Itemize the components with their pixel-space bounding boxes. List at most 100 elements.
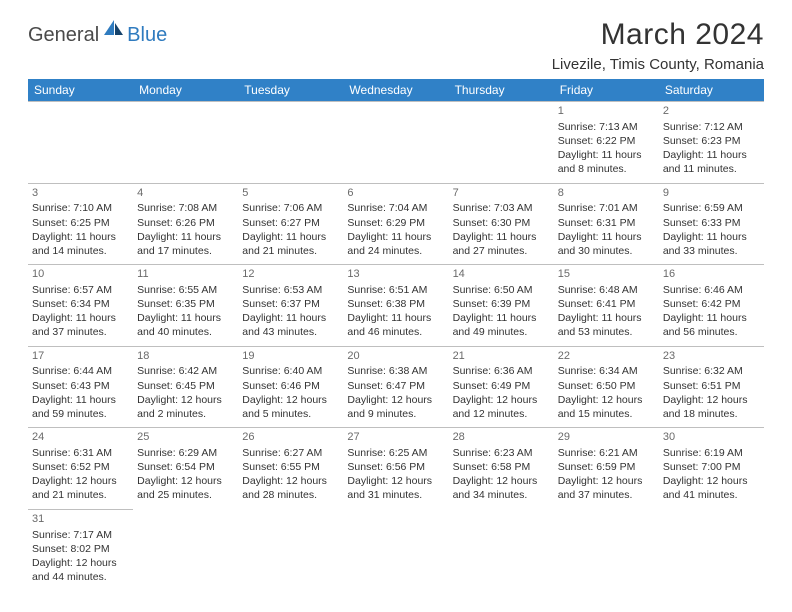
calendar-row: 10Sunrise: 6:57 AMSunset: 6:34 PMDayligh…: [28, 265, 764, 347]
day-number: 23: [663, 349, 760, 364]
calendar-cell: 3Sunrise: 7:10 AMSunset: 6:25 PMDaylight…: [28, 183, 133, 265]
logo: General Blue: [28, 24, 167, 47]
sunrise-text: Sunrise: 7:01 AM: [558, 201, 655, 215]
daylight-text: Daylight: 12 hours: [663, 393, 760, 407]
day-number: 27: [347, 430, 444, 445]
daylight-text: Daylight: 12 hours: [453, 393, 550, 407]
daylight-text: Daylight: 12 hours: [347, 393, 444, 407]
calendar-cell: 25Sunrise: 6:29 AMSunset: 6:54 PMDayligh…: [133, 428, 238, 510]
calendar-cell: [554, 509, 659, 590]
col-tuesday: Tuesday: [238, 79, 343, 102]
calendar-row: 31Sunrise: 7:17 AMSunset: 8:02 PMDayligh…: [28, 509, 764, 590]
daylight-text: Daylight: 11 hours: [558, 311, 655, 325]
daylight-text: and 33 minutes.: [663, 244, 760, 258]
daylight-text: Daylight: 11 hours: [453, 311, 550, 325]
sunrise-text: Sunrise: 6:29 AM: [137, 446, 234, 460]
day-number: 13: [347, 267, 444, 282]
sunrise-text: Sunrise: 7:10 AM: [32, 201, 129, 215]
sunset-text: Sunset: 6:51 PM: [663, 379, 760, 393]
day-number: 7: [453, 186, 550, 201]
sunset-text: Sunset: 6:35 PM: [137, 297, 234, 311]
daylight-text: and 25 minutes.: [137, 488, 234, 502]
sunset-text: Sunset: 6:34 PM: [32, 297, 129, 311]
calendar-cell: [133, 102, 238, 184]
daylight-text: Daylight: 11 hours: [558, 230, 655, 244]
daylight-text: and 56 minutes.: [663, 325, 760, 339]
daylight-text: and 17 minutes.: [137, 244, 234, 258]
calendar-cell: 26Sunrise: 6:27 AMSunset: 6:55 PMDayligh…: [238, 428, 343, 510]
calendar-cell: 27Sunrise: 6:25 AMSunset: 6:56 PMDayligh…: [343, 428, 448, 510]
sunrise-text: Sunrise: 7:06 AM: [242, 201, 339, 215]
day-number: 19: [242, 349, 339, 364]
col-thursday: Thursday: [449, 79, 554, 102]
logo-text-general: General: [28, 24, 99, 47]
daylight-text: and 49 minutes.: [453, 325, 550, 339]
day-number: 25: [137, 430, 234, 445]
col-friday: Friday: [554, 79, 659, 102]
sunset-text: Sunset: 6:39 PM: [453, 297, 550, 311]
daylight-text: and 59 minutes.: [32, 407, 129, 421]
calendar-cell: [449, 509, 554, 590]
daylight-text: Daylight: 12 hours: [453, 474, 550, 488]
calendar-cell: 20Sunrise: 6:38 AMSunset: 6:47 PMDayligh…: [343, 346, 448, 428]
logo-sail-icon: [103, 19, 125, 44]
day-number: 28: [453, 430, 550, 445]
daylight-text: Daylight: 12 hours: [558, 474, 655, 488]
daylight-text: Daylight: 11 hours: [32, 311, 129, 325]
calendar-cell: 31Sunrise: 7:17 AMSunset: 8:02 PMDayligh…: [28, 509, 133, 590]
sunrise-text: Sunrise: 6:50 AM: [453, 283, 550, 297]
daylight-text: Daylight: 12 hours: [137, 474, 234, 488]
daylight-text: Daylight: 11 hours: [137, 311, 234, 325]
daylight-text: and 11 minutes.: [663, 162, 760, 176]
calendar-cell: 19Sunrise: 6:40 AMSunset: 6:46 PMDayligh…: [238, 346, 343, 428]
daylight-text: and 53 minutes.: [558, 325, 655, 339]
calendar-cell: 15Sunrise: 6:48 AMSunset: 6:41 PMDayligh…: [554, 265, 659, 347]
day-number: 5: [242, 186, 339, 201]
calendar-cell: [238, 102, 343, 184]
location-text: Livezile, Timis County, Romania: [552, 56, 764, 73]
sunset-text: Sunset: 6:37 PM: [242, 297, 339, 311]
daylight-text: Daylight: 11 hours: [453, 230, 550, 244]
sunrise-text: Sunrise: 7:03 AM: [453, 201, 550, 215]
sunset-text: Sunset: 6:22 PM: [558, 134, 655, 148]
col-saturday: Saturday: [659, 79, 764, 102]
sunrise-text: Sunrise: 6:40 AM: [242, 364, 339, 378]
sunset-text: Sunset: 6:46 PM: [242, 379, 339, 393]
sunrise-text: Sunrise: 6:48 AM: [558, 283, 655, 297]
calendar-cell: 5Sunrise: 7:06 AMSunset: 6:27 PMDaylight…: [238, 183, 343, 265]
daylight-text: and 15 minutes.: [558, 407, 655, 421]
calendar-cell: 2Sunrise: 7:12 AMSunset: 6:23 PMDaylight…: [659, 102, 764, 184]
sunrise-text: Sunrise: 6:34 AM: [558, 364, 655, 378]
daylight-text: and 2 minutes.: [137, 407, 234, 421]
calendar-cell: 28Sunrise: 6:23 AMSunset: 6:58 PMDayligh…: [449, 428, 554, 510]
sunrise-text: Sunrise: 7:04 AM: [347, 201, 444, 215]
daylight-text: Daylight: 11 hours: [242, 230, 339, 244]
title-block: March 2024 Livezile, Timis County, Roman…: [552, 18, 764, 73]
calendar-row: 1Sunrise: 7:13 AMSunset: 6:22 PMDaylight…: [28, 102, 764, 184]
sunrise-text: Sunrise: 6:42 AM: [137, 364, 234, 378]
sunrise-text: Sunrise: 6:38 AM: [347, 364, 444, 378]
calendar-row: 24Sunrise: 6:31 AMSunset: 6:52 PMDayligh…: [28, 428, 764, 510]
sunrise-text: Sunrise: 6:27 AM: [242, 446, 339, 460]
daylight-text: Daylight: 11 hours: [558, 148, 655, 162]
header: General Blue March 2024 Livezile, Timis …: [28, 18, 764, 73]
daylight-text: Daylight: 11 hours: [242, 311, 339, 325]
day-number: 20: [347, 349, 444, 364]
daylight-text: Daylight: 12 hours: [347, 474, 444, 488]
calendar-cell: 12Sunrise: 6:53 AMSunset: 6:37 PMDayligh…: [238, 265, 343, 347]
day-number: 9: [663, 186, 760, 201]
daylight-text: Daylight: 12 hours: [663, 474, 760, 488]
day-number: 14: [453, 267, 550, 282]
sunrise-text: Sunrise: 6:31 AM: [32, 446, 129, 460]
sunset-text: Sunset: 6:23 PM: [663, 134, 760, 148]
sunrise-text: Sunrise: 7:08 AM: [137, 201, 234, 215]
day-number: 1: [558, 104, 655, 119]
daylight-text: Daylight: 11 hours: [663, 311, 760, 325]
calendar-cell: 7Sunrise: 7:03 AMSunset: 6:30 PMDaylight…: [449, 183, 554, 265]
day-number: 4: [137, 186, 234, 201]
calendar-cell: 30Sunrise: 6:19 AMSunset: 7:00 PMDayligh…: [659, 428, 764, 510]
sunrise-text: Sunrise: 6:51 AM: [347, 283, 444, 297]
daylight-text: Daylight: 12 hours: [558, 393, 655, 407]
day-number: 24: [32, 430, 129, 445]
calendar-row: 17Sunrise: 6:44 AMSunset: 6:43 PMDayligh…: [28, 346, 764, 428]
